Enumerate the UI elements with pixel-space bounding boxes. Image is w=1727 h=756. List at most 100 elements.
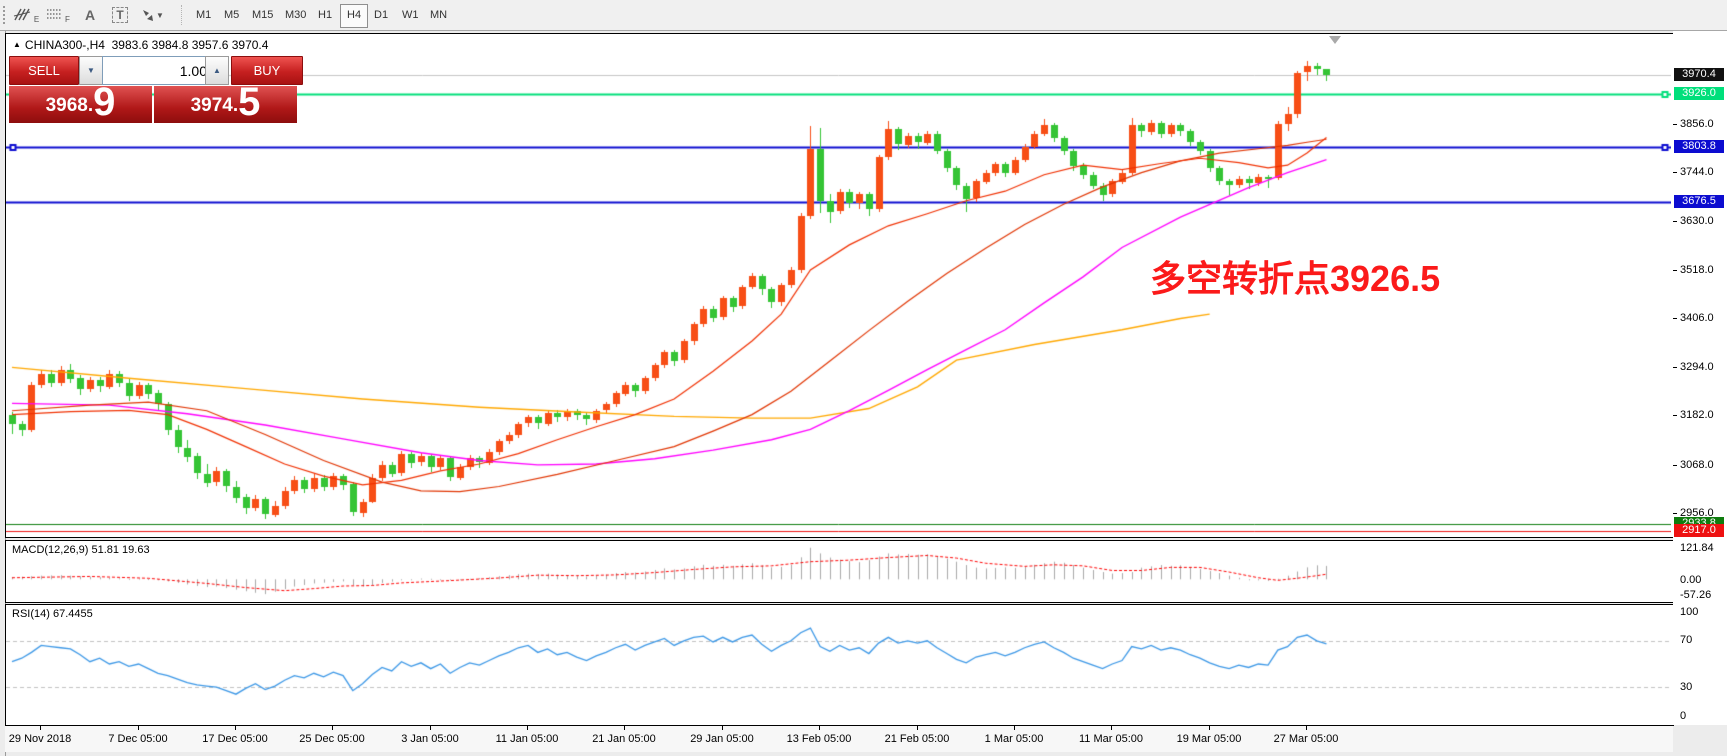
price-tick-dash <box>1673 270 1677 271</box>
date-label: 7 Dec 05:00 <box>108 733 168 745</box>
date-label: 13 Feb 05:00 <box>786 733 852 745</box>
buy-price-main: 3974 <box>190 95 233 116</box>
rsi-scale-100: 100 <box>1680 606 1699 618</box>
sell-price-main: 3968 <box>45 95 88 116</box>
rsi-scale-70: 70 <box>1680 634 1693 646</box>
chart-shift-marker-icon[interactable] <box>1329 36 1341 44</box>
grid-f-icon[interactable]: F <box>44 3 72 27</box>
date-label: 21 Feb 05:00 <box>884 733 950 745</box>
date-label: 25 Dec 05:00 <box>299 733 365 745</box>
price-tick-label: 3518.0 <box>1680 264 1714 276</box>
buy-price-box[interactable]: 3974. 5 <box>154 80 297 124</box>
date-tick <box>1306 726 1307 730</box>
date-label: 11 Mar 05:00 <box>1078 733 1144 745</box>
price-marker-3803.8: 3803.8 <box>1674 140 1724 153</box>
date-tick <box>332 726 333 730</box>
price-tick-dash <box>1673 465 1677 466</box>
macd-scale-min: -57.26 <box>1680 589 1712 601</box>
hatch-icon-svg <box>13 8 30 21</box>
date-label: 21 Jan 05:00 <box>592 733 656 745</box>
chart-annotation-text: 多空转折点3926.5 <box>1150 258 1441 299</box>
timeframe-m5[interactable]: M5 <box>224 9 240 21</box>
price-marker-3970.4: 3970.4 <box>1674 68 1724 81</box>
toolbar: E F A T ▼ M1 M5 M15 M30 H1 H4 D1 W1 MN <box>0 0 1727 31</box>
buy-price-dot: . <box>232 95 239 116</box>
symbol-label: CHINA300-,H4 <box>24 38 105 52</box>
macd-canvas[interactable] <box>6 541 1671 600</box>
date-tick <box>1014 726 1015 730</box>
main-chart-panel: ▲ CHINA300-,H4 3983.6 3984.8 3957.6 3970.… <box>5 33 1674 538</box>
hatch-e-icon[interactable]: E <box>12 3 40 27</box>
date-label: 19 Mar 05:00 <box>1176 733 1242 745</box>
rsi-scale-30: 30 <box>1680 681 1693 693</box>
date-tick <box>624 726 625 730</box>
date-label: 27 Mar 05:00 <box>1273 733 1339 745</box>
date-tick <box>138 726 139 730</box>
sell-price-box[interactable]: 3968. 9 <box>9 82 152 123</box>
date-label: 29 Nov 2018 <box>8 733 72 745</box>
price-tick-dash <box>1673 415 1677 416</box>
date-tick <box>430 726 431 730</box>
date-tick <box>235 726 236 730</box>
price-scale[interactable]: 121.84 0.00 -57.26 100 70 30 0 3856.0 374… <box>1673 31 1727 725</box>
price-tick-label: 3182.0 <box>1680 409 1714 421</box>
timeframe-m1[interactable]: M1 <box>196 9 212 21</box>
price-tick-dash <box>1673 513 1677 514</box>
macd-scale-zero: 0.00 <box>1680 574 1702 586</box>
timeframe-h1[interactable]: H1 <box>318 9 333 21</box>
timeframe-mn[interactable]: MN <box>430 9 448 21</box>
font-a-icon[interactable]: A <box>84 7 96 23</box>
price-tick-dash <box>1673 124 1677 125</box>
timeframe-d1[interactable]: D1 <box>374 9 389 21</box>
price-tick-label: 3406.0 <box>1680 312 1714 324</box>
date-label: 29 Jan 05:00 <box>690 733 754 745</box>
price-tick-dash <box>1673 318 1677 319</box>
timeframe-h4[interactable]: H4 <box>340 4 369 28</box>
chart-header: ▲ CHINA300-,H4 3983.6 3984.8 3957.6 3970.… <box>13 38 268 52</box>
volume-decrease-button[interactable]: ▼ <box>79 56 103 85</box>
date-tick <box>527 726 528 730</box>
grid-icon-svg <box>47 9 63 19</box>
volume-input[interactable] <box>102 56 214 85</box>
rsi-panel: RSI(14) 67.4455 <box>5 604 1674 726</box>
toolbar-grip[interactable] <box>3 6 9 24</box>
date-tick <box>40 726 41 730</box>
price-tick-label: 3068.0 <box>1680 459 1714 471</box>
date-label: 11 Jan 05:00 <box>495 733 559 745</box>
price-marker-2917.0: 2917.0 <box>1674 524 1724 537</box>
price-tick-dash <box>1673 172 1677 173</box>
date-tick <box>1111 726 1112 730</box>
buy-button[interactable]: BUY <box>231 56 303 85</box>
volume-increase-button[interactable]: ▲ <box>205 56 229 85</box>
price-tick-label: 2956.0 <box>1680 507 1714 519</box>
timeframe-m15[interactable]: M15 <box>252 9 274 21</box>
price-marker-3676.5: 3676.5 <box>1674 195 1724 208</box>
rsi-canvas[interactable] <box>6 605 1671 723</box>
date-tick <box>1209 726 1210 730</box>
arrows-icon[interactable]: ▼ <box>138 3 166 27</box>
rsi-scale-0: 0 <box>1680 710 1687 722</box>
timeframe-w1[interactable]: W1 <box>402 9 419 21</box>
price-tick-label: 3856.0 <box>1680 118 1714 130</box>
price-marker-3926.0: 3926.0 <box>1674 87 1724 100</box>
macd-scale-max: 121.84 <box>1680 542 1714 554</box>
timeframe-m30[interactable]: M30 <box>285 9 307 21</box>
price-tick-dash <box>1673 221 1677 222</box>
date-tick <box>722 726 723 730</box>
sell-button[interactable]: SELL <box>9 56 79 85</box>
price-tick-label: 3744.0 <box>1680 166 1714 178</box>
ohlc-values: 3983.6 3984.8 3957.6 3970.4 <box>111 38 269 52</box>
collapse-icon[interactable]: ▲ <box>13 40 21 49</box>
price-tick-label: 3294.0 <box>1680 361 1714 373</box>
date-axis[interactable]: 29 Nov 2018 7 Dec 05:00 17 Dec 05:00 25 Dec… <box>5 725 1673 752</box>
rsi-label: RSI(14) 67.4455 <box>12 608 93 620</box>
text-label-icon[interactable]: T <box>106 3 134 27</box>
date-label: 1 Mar 05:00 <box>984 733 1044 745</box>
date-tick <box>917 726 918 730</box>
macd-panel: MACD(12,26,9) 51.81 19.63 <box>5 540 1674 603</box>
buy-price-big: 5 <box>238 80 261 124</box>
price-tick-label: 3630.0 <box>1680 215 1714 227</box>
macd-label: MACD(12,26,9) 51.81 19.63 <box>12 544 150 556</box>
date-label: 17 Dec 05:00 <box>202 733 268 745</box>
